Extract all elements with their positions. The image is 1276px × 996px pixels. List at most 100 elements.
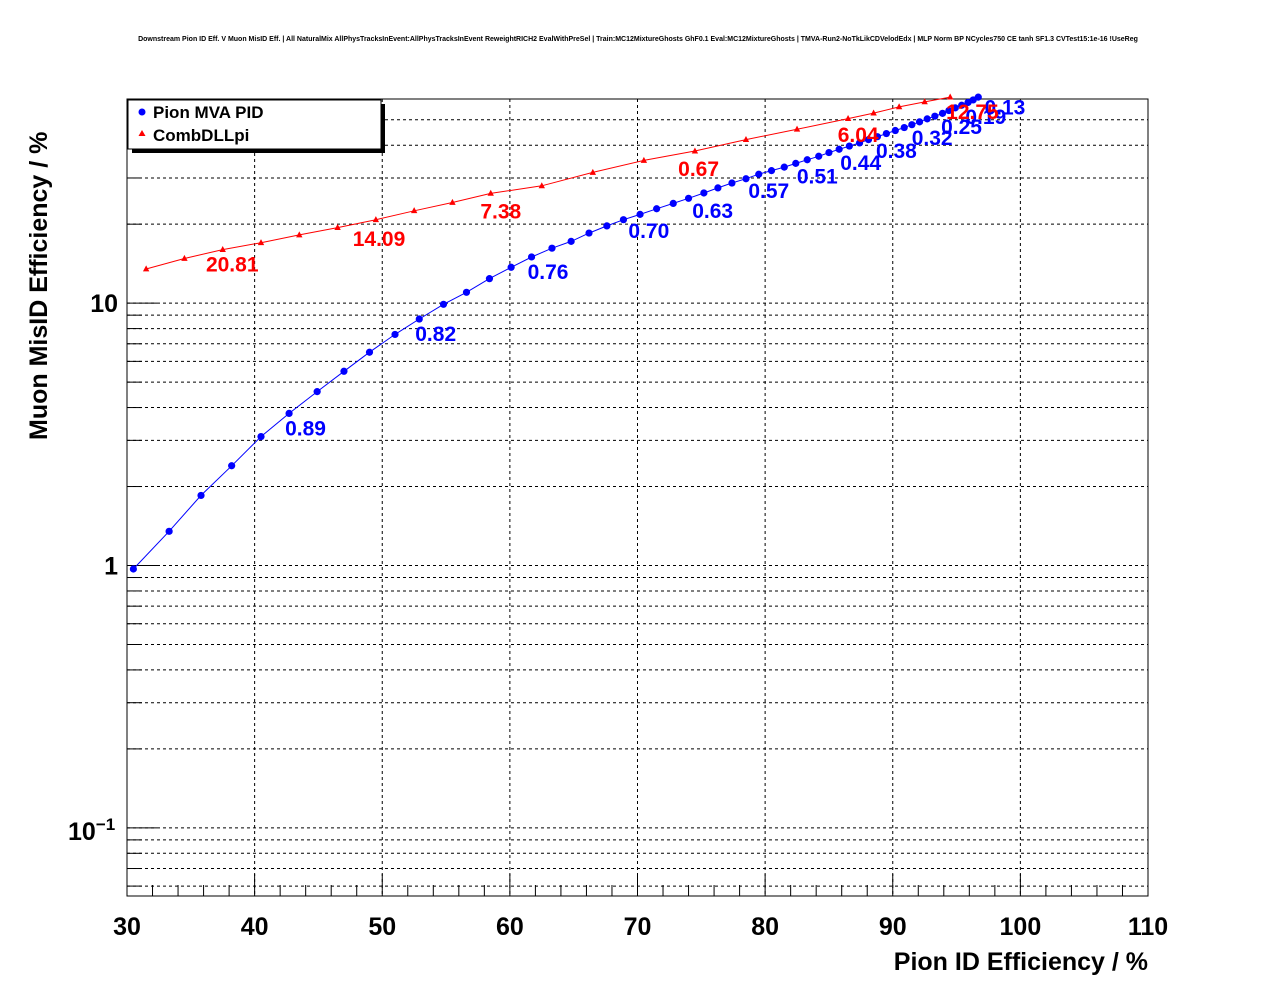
- data-point: [882, 129, 890, 138]
- data-point: [487, 189, 494, 196]
- data-label: 0.57: [748, 180, 789, 203]
- data-point: [895, 103, 903, 110]
- x-tick-label: 40: [241, 913, 269, 941]
- data-label: 0.63: [692, 200, 733, 223]
- data-point: [915, 118, 924, 126]
- data-point: [728, 179, 736, 187]
- data-label: 12.75: [946, 101, 999, 124]
- data-point: [891, 126, 899, 135]
- x-tick-label: 110: [1128, 913, 1168, 941]
- data-label: 20.81: [206, 254, 259, 277]
- data-point: [855, 139, 864, 147]
- data-point: [296, 231, 303, 238]
- data-point: [449, 198, 456, 205]
- data-point: [285, 409, 293, 418]
- x-tick-label: 100: [1000, 913, 1042, 941]
- data-label: 14.09: [353, 228, 406, 251]
- data-point: [372, 216, 380, 223]
- data-point: [538, 182, 545, 189]
- data-label: 0.89: [285, 417, 326, 440]
- data-point: [365, 348, 374, 356]
- x-tick-label: 80: [751, 913, 779, 941]
- legend-label-combdllpi: CombDLLpi: [153, 126, 249, 145]
- data-label: 6.04: [838, 124, 879, 147]
- y-tick-label-base: 10: [68, 818, 96, 846]
- data-point: [669, 199, 677, 208]
- data-point: [485, 275, 494, 283]
- data-label: 0.51: [797, 166, 838, 189]
- data-label: 0.70: [628, 220, 669, 243]
- y-axis-label: Muon MisID Efficiency / %: [25, 132, 53, 440]
- data-point: [844, 115, 852, 122]
- data-label: 0.19: [965, 106, 1006, 129]
- data-point: [334, 224, 341, 231]
- data-point: [439, 300, 448, 308]
- data-point: [908, 121, 916, 129]
- x-tick-label: 30: [113, 913, 141, 941]
- data-point: [527, 253, 536, 261]
- y-tick-label: 10: [90, 290, 118, 318]
- data-point: [507, 263, 515, 271]
- data-point: [921, 98, 928, 105]
- data-point: [946, 93, 954, 100]
- y-tick-label: 1: [104, 553, 118, 581]
- annotations: 0.89 0.82 0.76 0.70 0.63 0.57 0.510.440.380.32…: [206, 97, 1025, 441]
- data-label: 7.38: [480, 200, 521, 223]
- data-point: [636, 210, 644, 218]
- data-point: [870, 109, 877, 116]
- data-point: [585, 229, 593, 237]
- data-point: [864, 136, 873, 144]
- data-point: [165, 527, 173, 535]
- data-point: [873, 133, 882, 141]
- data-point: [684, 194, 693, 202]
- data-point: [410, 207, 418, 214]
- data-point: [767, 167, 776, 175]
- x-tick-label: 60: [496, 913, 524, 941]
- legend-marker-pion-mva-pid: [138, 108, 146, 116]
- data-point: [197, 491, 205, 500]
- data-point: [945, 106, 953, 115]
- data-point: [653, 205, 661, 213]
- data-point: [938, 109, 947, 117]
- data-point: [900, 123, 908, 132]
- data-point: [181, 254, 188, 261]
- data-point: [815, 152, 823, 160]
- data-point: [792, 159, 800, 167]
- data-point: [391, 330, 399, 339]
- data-point: [755, 170, 763, 178]
- data-point: [129, 565, 137, 573]
- data-point: [958, 101, 966, 109]
- data-label: 0.67: [678, 158, 719, 181]
- data-point: [742, 136, 750, 143]
- legend-label-pion-mva-pid: Pion MVA PID: [153, 103, 264, 122]
- data-label: 0.76: [528, 261, 569, 284]
- data-point: [640, 156, 648, 163]
- y-tick-label-exponent: 10−1: [68, 815, 115, 846]
- data-label: 0.25: [941, 116, 982, 139]
- data-point: [714, 184, 722, 192]
- data-point: [415, 315, 423, 323]
- data-point: [219, 246, 226, 253]
- chart-title: Downstream Pion ID Eff. V Muon MisID Eff…: [138, 36, 1138, 43]
- data-point: [548, 244, 556, 252]
- data-point: [462, 288, 471, 296]
- data-point: [923, 115, 931, 123]
- data-label: 0.38: [876, 140, 917, 163]
- y-tick-label-exp: −1: [96, 815, 115, 834]
- x-axis-label: Pion ID Efficiency / %: [894, 948, 1148, 976]
- series: [129, 93, 982, 573]
- data-label: 0.32: [912, 127, 953, 150]
- data-point: [257, 239, 265, 246]
- data-point: [691, 147, 699, 154]
- data-point: [619, 216, 628, 224]
- data-point: [228, 462, 236, 470]
- data-point: [340, 367, 348, 375]
- data-label: 0.82: [415, 323, 456, 346]
- data-label: 0.13: [984, 97, 1025, 120]
- x-tick-label: 90: [879, 913, 907, 941]
- data-point: [780, 163, 788, 171]
- data-label: 0.44: [840, 152, 881, 175]
- data-point: [567, 237, 575, 245]
